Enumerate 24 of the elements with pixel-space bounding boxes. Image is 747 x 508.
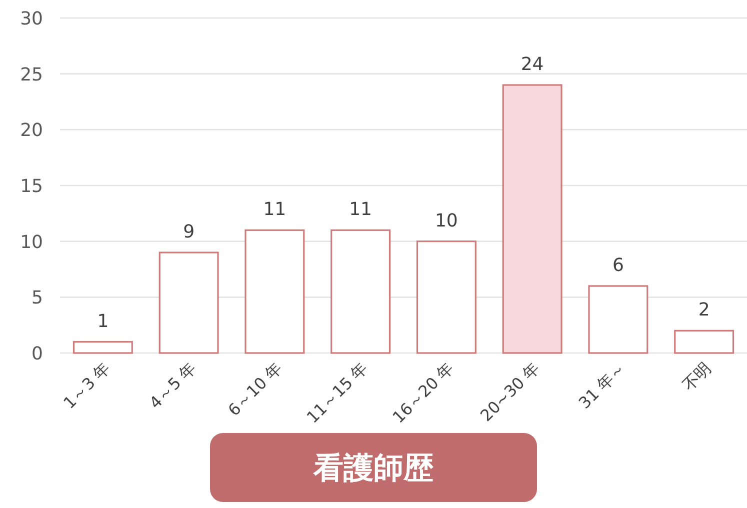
y-tick-label: 30 <box>20 8 43 30</box>
x-tick-label: 6～10 年 <box>224 358 286 420</box>
x-axis-title: 看護師歴 <box>312 451 434 486</box>
data-label: 24 <box>520 54 544 75</box>
x-tick-label: 31 年～ <box>574 358 630 412</box>
x-tick-label: 11～15 年 <box>302 358 372 427</box>
data-label: 10 <box>434 210 458 232</box>
data-label: 9 <box>183 222 195 242</box>
y-tick-label: 10 <box>20 232 43 253</box>
y-tick-label: 15 <box>20 176 43 197</box>
data-label: 11 <box>263 199 286 220</box>
y-tick-label: 0 <box>32 344 43 364</box>
x-tick-label: 16～20 年 <box>388 358 458 427</box>
data-label: 11 <box>349 199 372 220</box>
x-tick-label: 4～5 年 <box>146 358 200 412</box>
y-tick-label: 20 <box>20 120 43 142</box>
data-label: 1 <box>97 310 109 332</box>
xlabel: 看護師歴 <box>210 433 537 502</box>
x-tick-label: 1～3 年 <box>60 358 114 412</box>
data-label: 6 <box>612 255 624 276</box>
y-tick-label: 25 <box>20 64 43 86</box>
x-tick-label: 不明 <box>678 358 715 394</box>
data-label: 2 <box>698 300 710 321</box>
y-tick-label: 5 <box>32 288 43 309</box>
